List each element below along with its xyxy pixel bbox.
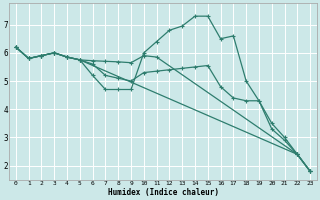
X-axis label: Humidex (Indice chaleur): Humidex (Indice chaleur) xyxy=(108,188,219,197)
